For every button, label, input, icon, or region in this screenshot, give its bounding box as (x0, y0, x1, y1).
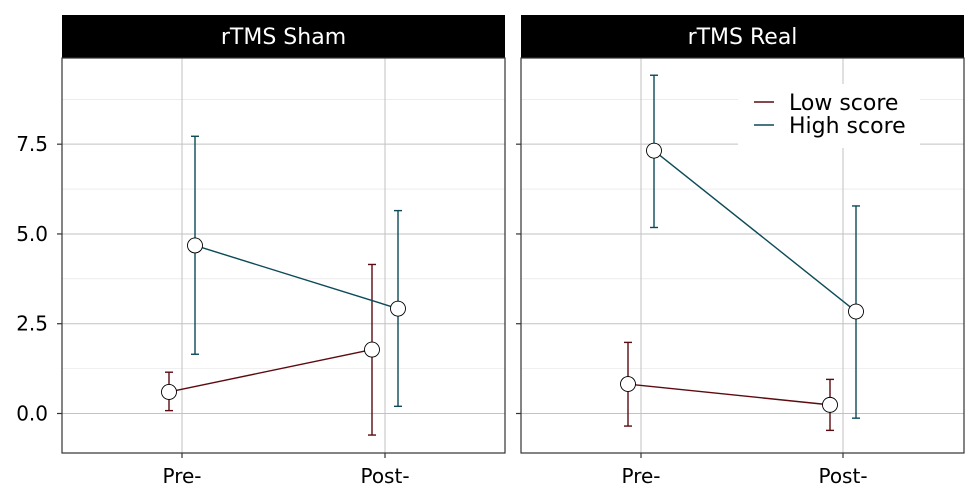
y-tick-label: 7.5 (16, 132, 48, 156)
grid-lines (62, 58, 505, 453)
data-point-high-score (187, 237, 203, 254)
panel-border (520, 57, 965, 454)
data-point-high-score (646, 142, 662, 159)
data-point-high-score (848, 303, 864, 320)
panel-background (62, 58, 505, 453)
y-tick-label: 0.0 (16, 402, 48, 426)
series-line-high-score (653, 150, 857, 313)
series-line-low-score (627, 383, 831, 406)
data-point-low-score (161, 384, 177, 400)
x-axis: Pre- Post- (516, 143, 868, 488)
x-tick-label: Post- (818, 464, 867, 488)
x-tick-label: Pre- (621, 464, 660, 488)
facet-strip (521, 15, 964, 58)
facet-panel-rtms-sham: rTMS Sham Pre- Post- (57, 15, 506, 488)
series-line-low-score (168, 348, 373, 393)
y-axis-tick-labels: 0.0 2.5 5.0 7.5 (16, 132, 48, 425)
series-marks (620, 74, 864, 432)
series-line-high-score (194, 244, 399, 310)
data-point-low-score (364, 341, 380, 358)
facet-strip (62, 15, 505, 58)
data-point-high-score (390, 300, 406, 317)
legend-background (738, 84, 920, 148)
data-point-low-score (822, 396, 838, 413)
y-tick-label: 2.5 (16, 312, 48, 336)
x-tick-label: Post- (360, 464, 409, 488)
data-point-low-score (620, 376, 636, 393)
x-tick-label: Pre- (162, 464, 201, 488)
panel-border (61, 57, 506, 454)
y-tick-label: 5.0 (16, 222, 48, 246)
legend-label-high-score: High score (789, 114, 906, 139)
series-marks (161, 135, 406, 436)
legend: Low score High score (738, 84, 920, 148)
facet-title: rTMS Real (688, 25, 798, 50)
legend-label-low-score: Low score (789, 91, 898, 116)
facet-title: rTMS Sham (221, 25, 346, 50)
x-axis: Pre- Post- (57, 143, 410, 488)
